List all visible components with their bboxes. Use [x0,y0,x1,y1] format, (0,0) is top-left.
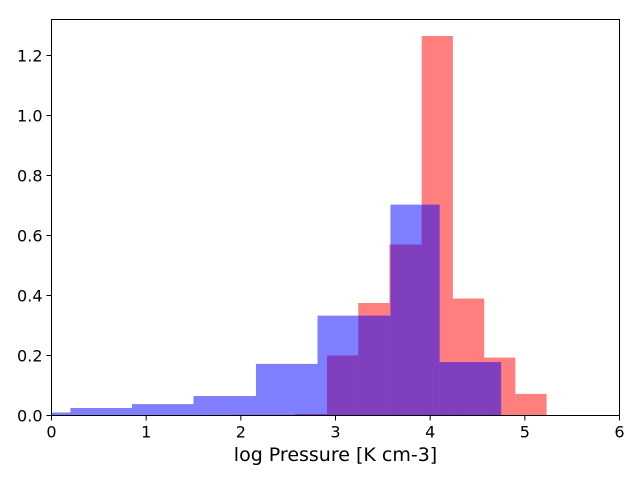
x-tick-label: 2 [236,423,246,442]
histogram-bar-s1-b6 [361,315,391,416]
x-tick-label: 5 [520,423,530,442]
histogram-bar-s1-b8 [439,362,502,416]
histogram-bar-s1-b7 [390,204,440,416]
y-tick-label: 0.4 [17,287,42,306]
y-tick-label: 0.2 [17,347,42,366]
y-tick-label: 0.0 [17,407,42,426]
x-tick-label: 6 [614,423,624,442]
y-tick-label: 1.0 [17,107,42,126]
histogram-bar-s1-b2 [131,404,194,416]
y-tick-label: 0.6 [17,227,42,246]
x-tick-label: 4 [425,423,435,442]
y-axis-ticks: 0.0 0.2 0.4 0.6 0.8 1.0 1.2 [17,47,52,426]
histogram-bar-s1-b4 [255,363,318,416]
histogram-bar-s1-b1 [70,408,132,416]
x-axis-label: log Pressure [K cm-3] [234,444,437,466]
histogram-bar-s1-b0 [51,412,71,416]
histogram-bar-s0-b9 [515,393,547,416]
bars-layer [51,36,547,416]
x-tick-label: 3 [330,423,340,442]
y-tick-label: 1.2 [17,47,42,66]
y-tick-label: 0.8 [17,167,42,186]
x-tick-label: 0 [46,423,56,442]
histogram-bar-s1-b3 [193,396,256,416]
x-axis-ticks: 0 1 2 3 4 5 6 [46,415,625,442]
histogram-bar-s1-b5 [317,315,362,416]
x-tick-label: 1 [141,423,151,442]
